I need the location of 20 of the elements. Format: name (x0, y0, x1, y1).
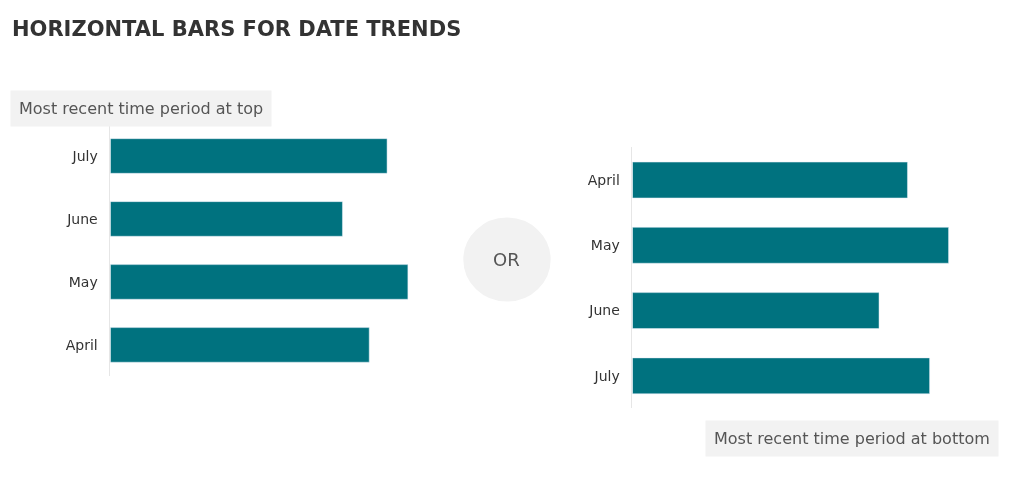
y-tick-label: April (587, 171, 629, 188)
chart-title: HORIZONTAL BARS FOR DATE TRENDS (12, 17, 462, 41)
bar (110, 327, 370, 363)
y-tick-label: July (593, 367, 629, 384)
bar (632, 161, 908, 199)
text: Most recent time period at bottom (714, 429, 990, 448)
y-tick-label: June (588, 302, 629, 319)
bar (632, 292, 880, 329)
text: OR (493, 249, 520, 270)
bar (110, 138, 388, 174)
bar (632, 357, 930, 395)
bar (110, 264, 409, 300)
y-tick-label: June (66, 210, 107, 227)
y-tick-label: May (68, 273, 107, 290)
chart-subtitle: Most recent time period at top (19, 99, 264, 118)
bar (632, 227, 949, 264)
y-tick-label: April (65, 336, 107, 353)
y-tick-label: July (71, 147, 107, 164)
bar (110, 201, 343, 237)
y-tick-label: May (590, 237, 629, 254)
